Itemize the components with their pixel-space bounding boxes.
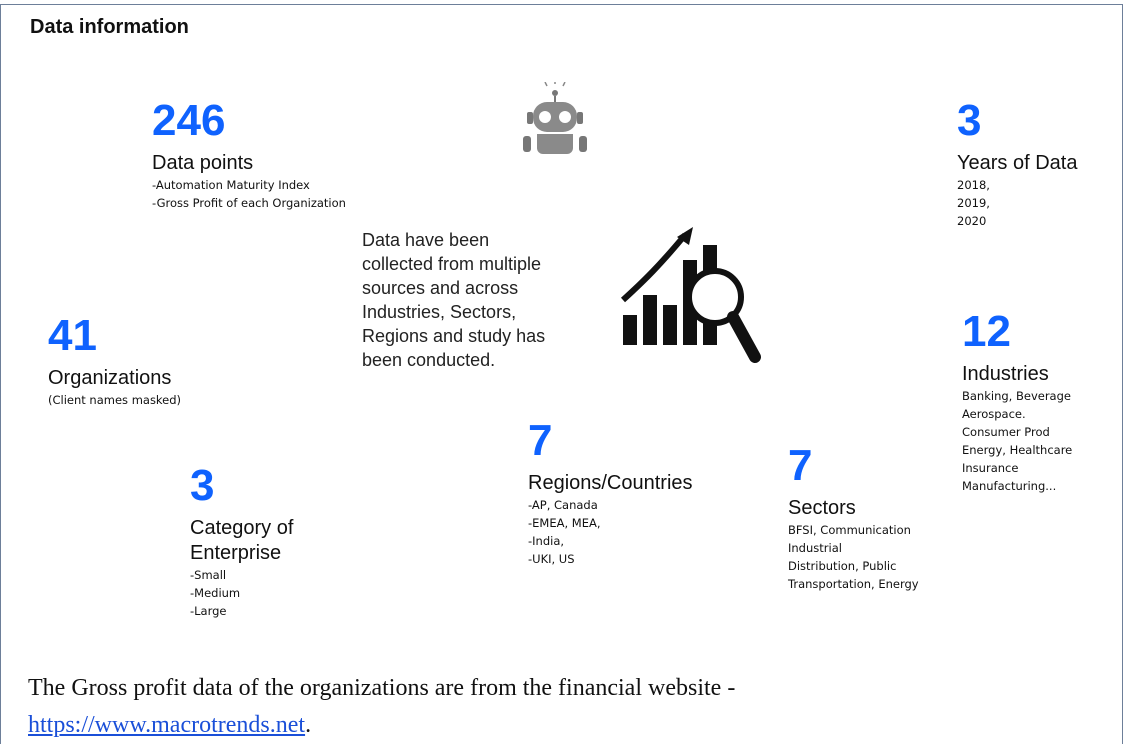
summary-line: Regions and study has: [362, 326, 546, 346]
footer-end: .: [305, 712, 312, 738]
stat: 3 Years of Data 2018, 2019, 2020: [957, 97, 1077, 230]
stat-detail: -Large: [190, 604, 227, 618]
stat-detail: Aerospace.: [962, 407, 1026, 421]
stat-detail: -EMEA, MEA,: [528, 516, 601, 530]
stat-details: BFSI, Communication Industrial Distributio…: [788, 521, 919, 593]
stat-details: -AP, Canada -EMEA, MEA, -India, -UKI, US: [528, 496, 693, 568]
stat-number: 12: [962, 307, 1011, 356]
robot-icon: [523, 82, 587, 154]
stat-label: Enterprise: [190, 542, 282, 564]
stat-detail: 2018,: [957, 178, 990, 192]
stat: 12 Industries Banking, Beverage Aerospace. C…: [962, 308, 1072, 495]
stat-label-group: Organizations: [48, 366, 181, 391]
stat-detail: Transportation, Energy: [788, 577, 919, 591]
stat: 41 Organizations (Client names masked): [48, 312, 181, 409]
stat-label-group: Regions/Countries: [528, 471, 693, 496]
stat-label-group: Data points: [152, 151, 346, 176]
stat-detail: 2019,: [957, 196, 990, 210]
stat-detail: -AP, Canada: [528, 498, 598, 512]
stat-detail: -UKI, US: [528, 552, 575, 566]
stat-label: Regions/Countries: [528, 472, 693, 494]
stat-detail: -Medium: [190, 586, 241, 600]
summary: Data have been collected from multiple sou…: [362, 228, 545, 372]
stat: 7 Sectors BFSI, Communication Industrial Dis…: [788, 442, 919, 593]
stat-detail: -Gross Profit of each Organization: [152, 196, 346, 210]
footer-text: The Gross profit data of the organizatio…: [28, 670, 788, 744]
stat: 3 Category of Enterprise -Small -Medium -Larg…: [190, 462, 293, 620]
stat-detail: BFSI, Communication: [788, 523, 911, 537]
stat-label-group: Category of Enterprise: [190, 516, 293, 566]
stat-number: 7: [788, 441, 813, 490]
summary-line: collected from multiple: [362, 254, 542, 274]
stat-label: Industries: [962, 363, 1049, 385]
stat-details: -Automation Maturity Index -Gross Profit …: [152, 176, 346, 212]
footer-sentence: The Gross profit data of the organizatio…: [28, 675, 736, 701]
stat-detail: 2020: [957, 214, 987, 228]
stat-detail: Energy, Healthcare: [962, 443, 1073, 457]
stat-label: Sectors: [788, 497, 856, 519]
stat-detail: Distribution, Public: [788, 559, 897, 573]
stat-detail: Industrial: [788, 541, 842, 555]
stat-detail: Consumer Prod: [962, 425, 1050, 439]
stat-detail: -Automation Maturity Index: [152, 178, 310, 192]
summary-line: been conducted.: [362, 350, 496, 370]
stat-label: Data points: [152, 152, 254, 174]
stat-detail: -Small: [190, 568, 227, 582]
stat-label-group: Industries: [962, 362, 1072, 387]
stat: 246 Data points -Automation Maturity Index…: [152, 97, 346, 212]
summary-line: sources and across: [362, 278, 519, 298]
stat-label-group: Sectors: [788, 496, 919, 521]
stat-detail: Manufacturing...: [962, 479, 1057, 493]
stat-label: Years of Data: [957, 152, 1078, 174]
stat-number: 246: [152, 96, 226, 145]
title: Data information: [30, 16, 189, 38]
summary-line: Data have been: [362, 230, 490, 250]
stat-detail: Banking, Beverage: [962, 389, 1071, 403]
stat-label: Category of: [190, 517, 294, 539]
stat-detail: Insurance: [962, 461, 1019, 475]
stat-detail: -India,: [528, 534, 565, 548]
analytics-icon: [620, 227, 761, 363]
stat-number: 3: [957, 96, 982, 145]
stat-label: Organizations: [48, 367, 172, 389]
stat-details: (Client names masked): [48, 391, 181, 409]
stat-detail: (Client names masked): [48, 393, 182, 407]
summary-line: Industries, Sectors,: [362, 302, 517, 322]
slide-frame: [0, 4, 1123, 744]
stat-label-group: Years of Data: [957, 151, 1077, 176]
source-link[interactable]: https://www.macrotrends.net: [28, 712, 306, 738]
stat-details: Banking, Beverage Aerospace. Consumer Prod…: [962, 387, 1072, 495]
stat-details: 2018, 2019, 2020: [957, 176, 1077, 230]
stat-number: 7: [528, 416, 553, 465]
stat-details: -Small -Medium -Large: [190, 566, 293, 620]
stat-number: 41: [48, 311, 97, 360]
stat: 7 Regions/Countries -AP, Canada -EMEA, MEA,…: [528, 417, 693, 568]
stat-number: 3: [190, 461, 215, 510]
